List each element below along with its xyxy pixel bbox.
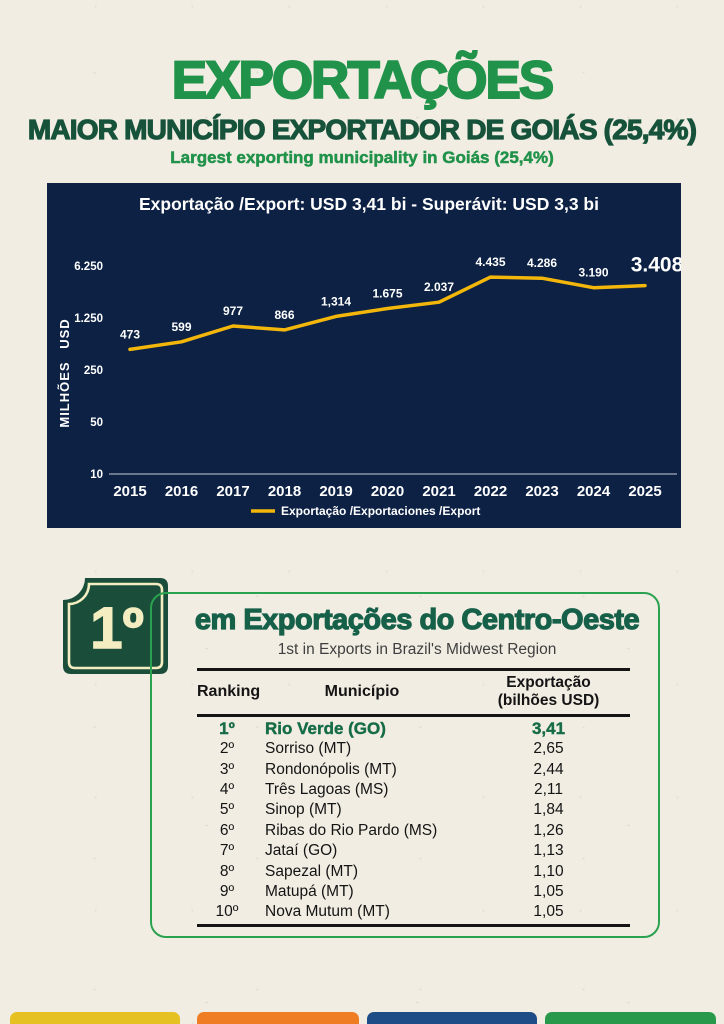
data-point-label: 473 <box>120 327 140 341</box>
rank-cell: 8º <box>219 862 235 880</box>
table-row: 9º Matupá (MT) 1,05 <box>197 882 630 902</box>
x-year-label: 2022 <box>474 483 507 500</box>
first-place-badge: 1º <box>63 578 168 674</box>
legend-label: Exportação /Exportaciones /Export <box>281 504 480 518</box>
data-point-label: 2.037 <box>424 280 454 294</box>
x-year-label: 2024 <box>577 483 611 500</box>
rank-cell: 3º <box>219 760 235 778</box>
ranking-table: Ranking Município Exportação (bilhões US… <box>197 668 630 927</box>
ranking-table-header: Ranking Município Exportação (bilhões US… <box>197 668 630 717</box>
y-tick-label: 6.250 <box>74 261 103 273</box>
x-year-label: 2018 <box>268 483 301 500</box>
header-export-line2: (bilhões USD) <box>497 691 600 709</box>
value-cell: 3,41 <box>531 718 566 738</box>
table-row: 4º Três Lagoas (MS) 2,11 <box>197 780 630 800</box>
rank-cell: 5º <box>219 801 235 819</box>
data-point-label: 3.190 <box>578 266 608 280</box>
x-year-label: 2025 <box>628 483 661 500</box>
value-cell: 2,44 <box>533 760 564 778</box>
rank-cell: 1º <box>219 718 235 738</box>
x-year-label: 2017 <box>216 483 249 500</box>
y-axis-title: MILHÕES USD <box>57 318 72 427</box>
footer-navy-bar <box>367 1012 537 1024</box>
badge-shape <box>63 578 168 674</box>
y-tick-label: 250 <box>84 365 103 377</box>
municipality-cell: Três Lagoas (MS) <box>265 780 389 798</box>
value-cell: 1,05 <box>533 903 564 921</box>
rank-cell: 10º <box>215 903 239 921</box>
table-row: 10º Nova Mutum (MT) 1,05 <box>197 902 630 922</box>
badge-rank-label: 1º <box>90 596 143 661</box>
table-row: 5º Sinop (MT) 1,84 <box>197 800 630 820</box>
value-cell: 2,65 <box>533 740 564 758</box>
data-point-label: 3.408 <box>631 254 681 277</box>
data-point-label: 977 <box>223 304 243 318</box>
municipality-cell: Rio Verde (GO) <box>265 718 386 738</box>
x-year-label: 2021 <box>422 483 455 500</box>
data-point-label: 599 <box>171 320 191 334</box>
x-year-label: 2020 <box>371 483 404 500</box>
value-cell: 1,13 <box>533 842 564 860</box>
table-row: 8º Sapezal (MT) 1,10 <box>197 861 630 881</box>
table-row: 6º Ribas do Rio Pardo (MS) 1,26 <box>197 821 630 841</box>
subtitle-english: Largest exporting municipality in Goiás … <box>170 148 554 168</box>
rank-cell: 4º <box>219 780 235 798</box>
value-cell: 2,11 <box>533 780 564 798</box>
value-cell: 1,05 <box>533 882 564 900</box>
footer-color-bars <box>0 1012 724 1024</box>
y-tick-label: 1.250 <box>74 313 103 325</box>
municipality-cell: Jataí (GO) <box>265 842 338 860</box>
rank-cell: 9º <box>219 882 235 900</box>
x-year-label: 2023 <box>525 483 558 500</box>
value-cell: 1,26 <box>533 821 564 839</box>
header-ranking: Ranking <box>197 682 261 700</box>
rank-cell: 7º <box>219 842 235 860</box>
y-tick-label: 10 <box>90 469 103 481</box>
page-title: EXPORTAÇÕES <box>171 50 555 111</box>
data-point-label: 1,314 <box>321 294 351 308</box>
rank-cell: 6º <box>219 821 235 839</box>
table-row: 2º Sorriso (MT) 2,65 <box>197 739 630 759</box>
x-year-label: 2016 <box>165 483 198 500</box>
data-point-label: 4.286 <box>527 256 557 270</box>
value-cell: 1,84 <box>533 801 564 819</box>
municipality-cell: Sorriso (MT) <box>265 740 352 758</box>
municipality-cell: Matupá (MT) <box>265 882 354 900</box>
table-row: 3º Rondonópolis (MT) 2,44 <box>197 759 630 779</box>
data-point-label: 1.675 <box>372 287 402 301</box>
ranking-subheading: 1st in Exports in Brazil's Midwest Regio… <box>277 641 557 658</box>
export-series-line <box>128 275 647 352</box>
municipality-cell: Sapezal (MT) <box>265 862 359 880</box>
header-export-line1: Exportação <box>506 674 591 691</box>
footer-yellow-bar <box>10 1012 180 1024</box>
ranking-card: em Exportações do Centro-Oeste 1st in Ex… <box>150 592 660 938</box>
x-year-label: 2019 <box>319 483 352 500</box>
chart-title: Exportação /Export: USD 3,41 bi - Superá… <box>139 194 599 214</box>
value-cell: 1,10 <box>533 862 564 880</box>
footer-orange-bar <box>197 1012 359 1024</box>
ranking-heading: em Exportações do Centro-Oeste <box>194 603 640 636</box>
table-row: 1º Rio Verde (GO) 3,41 <box>197 719 630 739</box>
y-tick-label: 50 <box>90 417 103 429</box>
subtitle-portuguese: MAIOR MUNICÍPIO EXPORTADOR DE GOIÁS (25,… <box>27 113 697 145</box>
table-row: 7º Jataí (GO) 1,13 <box>197 841 630 861</box>
export-line-chart: Exportação /Export: USD 3,41 bi - Superá… <box>47 183 681 528</box>
municipality-cell: Sinop (MT) <box>265 801 342 819</box>
data-point-label: 4.435 <box>475 255 505 269</box>
x-year-label: 2015 <box>113 483 146 500</box>
municipality-cell: Ribas do Rio Pardo (MS) <box>265 821 438 839</box>
municipality-cell: Rondonópolis (MT) <box>265 760 397 778</box>
data-point-label: 866 <box>274 308 294 322</box>
header-export: Exportação (bilhões USD) <box>467 674 630 710</box>
footer-green-bar <box>545 1012 716 1024</box>
header-municipality: Município <box>324 682 400 700</box>
badge-inner-border <box>67 582 164 670</box>
ranking-table-body: 1º Rio Verde (GO) 3,41 2º Sorriso (MT) 2,65 3º… <box>197 717 630 927</box>
municipality-cell: Nova Mutum (MT) <box>265 903 390 921</box>
rank-cell: 2º <box>219 740 235 758</box>
